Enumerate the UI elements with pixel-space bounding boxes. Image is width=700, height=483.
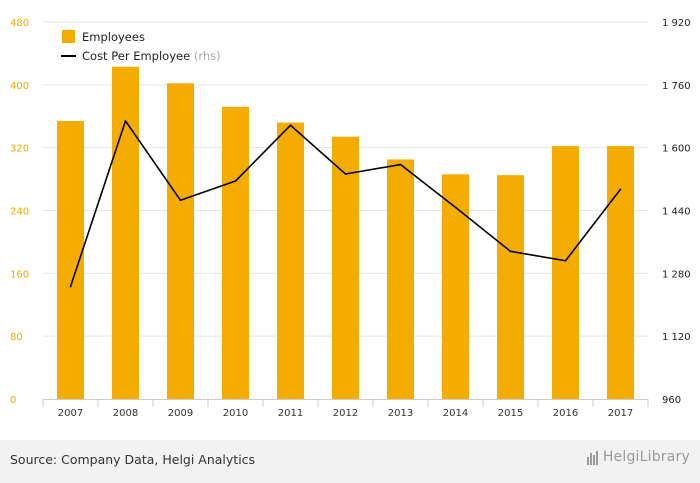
left-axis-tick-label: 480 bbox=[10, 18, 29, 29]
employees-bar bbox=[112, 66, 139, 400]
right-axis-tick-label: 1 760 bbox=[662, 81, 691, 92]
employees-bar bbox=[442, 174, 469, 399]
legend-swatch-employees bbox=[62, 30, 75, 43]
cost-per-employee-point bbox=[289, 124, 292, 127]
employees-bar bbox=[222, 106, 249, 399]
cost-per-employee-point bbox=[179, 199, 182, 202]
left-axis-tick-label: 400 bbox=[10, 81, 29, 92]
x-axis-tick-label: 2008 bbox=[113, 408, 138, 419]
source-text: Source: Company Data, Helgi Analytics bbox=[10, 452, 256, 467]
logo-text: HelgiLibrary bbox=[602, 449, 690, 465]
library-icon bbox=[586, 449, 599, 465]
employees-bar bbox=[607, 146, 634, 399]
employees-bar bbox=[167, 83, 194, 399]
x-axis-tick-label: 2016 bbox=[553, 408, 578, 419]
footer: Source: Company Data, Helgi Analytics He… bbox=[0, 440, 700, 483]
x-axis-tick-label: 2014 bbox=[443, 408, 468, 419]
right-axis-tick-label: 1 440 bbox=[662, 207, 691, 218]
x-axis-tick-label: 2011 bbox=[278, 408, 303, 419]
cost-per-employee-point bbox=[124, 120, 127, 122]
chart-svg: 0 80 160 240 320 400 480 960 1 120 1 280 1 440 1 60… bbox=[10, 18, 691, 419]
x-axis-tick-label: 2015 bbox=[498, 408, 523, 419]
employees-bar bbox=[497, 175, 524, 399]
right-axis-tick-label: 1 280 bbox=[662, 269, 691, 280]
cost-per-employee-point bbox=[619, 188, 622, 191]
x-axis-tick-label: 2012 bbox=[333, 408, 358, 419]
legend-rhs-suffix: (rhs) bbox=[194, 49, 221, 63]
right-axis-tick-label: 1 600 bbox=[662, 144, 691, 155]
left-axis-tick-label: 160 bbox=[10, 269, 29, 280]
cost-per-employee-point bbox=[454, 206, 457, 209]
cost-per-employee-point bbox=[509, 250, 512, 253]
x-axis-tick-label: 2017 bbox=[608, 408, 633, 419]
employees-bar bbox=[552, 146, 579, 399]
left-axis-tick-label: 80 bbox=[10, 332, 23, 343]
right-axis-tick-label: 960 bbox=[662, 395, 681, 406]
x-axis-tick-label: 2010 bbox=[223, 408, 248, 419]
left-axis-tick-label: 320 bbox=[10, 144, 29, 155]
cost-per-employee-point bbox=[344, 173, 347, 175]
cost-per-employee-point bbox=[234, 180, 237, 182]
right-axis-tick-label: 1 920 bbox=[662, 18, 691, 29]
right-axis-tick-label: 1 120 bbox=[662, 332, 691, 343]
legend-label-cost: Cost Per Employee (rhs) bbox=[82, 49, 221, 63]
x-axis-tick-label: 2007 bbox=[58, 408, 83, 419]
left-axis-tick-label: 240 bbox=[10, 207, 29, 218]
cost-per-employee-point bbox=[564, 259, 567, 262]
cost-per-employee-point bbox=[399, 163, 402, 166]
helgi-library-logo: HelgiLibrary bbox=[586, 449, 690, 465]
x-axis-tick-label: 2009 bbox=[168, 408, 193, 419]
employees-bar bbox=[332, 136, 359, 399]
x-axis-tick-label: 2013 bbox=[388, 408, 413, 419]
left-axis-tick-label: 0 bbox=[10, 395, 16, 406]
cost-per-employee-point bbox=[69, 285, 72, 288]
legend-label-employees: Employees bbox=[82, 30, 145, 44]
employees-bar bbox=[277, 122, 304, 400]
employees-bar bbox=[387, 159, 414, 399]
